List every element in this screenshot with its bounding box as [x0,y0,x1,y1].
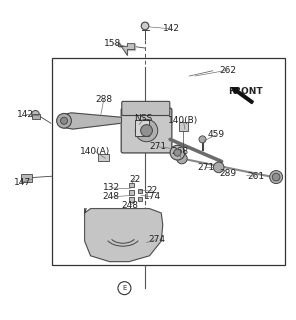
Circle shape [213,162,224,173]
Text: 271: 271 [150,142,167,151]
Bar [52,58,285,265]
Circle shape [272,173,280,181]
Text: 22: 22 [129,175,140,184]
Bar [138,196,142,201]
Circle shape [141,22,149,30]
Text: 140(B): 140(B) [168,116,199,125]
FancyArrow shape [232,88,253,104]
Bar [98,154,109,162]
Text: 459: 459 [207,131,224,140]
Polygon shape [118,42,135,55]
Text: 174: 174 [144,192,161,201]
Text: 22: 22 [147,187,158,196]
Text: 142: 142 [17,110,34,119]
Circle shape [170,145,185,160]
Bar [135,120,149,136]
Text: 288: 288 [95,95,112,104]
Circle shape [174,149,181,156]
FancyBboxPatch shape [122,101,170,116]
Text: E: E [122,285,127,291]
Text: 142: 142 [163,24,180,33]
Circle shape [57,114,71,128]
Bar [179,122,188,131]
Text: 158: 158 [104,39,121,48]
Circle shape [141,125,152,136]
Bar [129,197,134,202]
Text: 248: 248 [122,201,139,210]
Text: 262: 262 [219,66,236,75]
Text: 132: 132 [103,183,120,193]
Text: 271: 271 [197,163,214,172]
Circle shape [270,171,283,184]
Text: 268: 268 [172,147,189,156]
Bar [129,183,134,188]
Bar [32,114,40,119]
Circle shape [199,136,206,143]
Text: 274: 274 [148,235,165,244]
Polygon shape [85,209,163,262]
Polygon shape [64,113,121,129]
Text: FRONT: FRONT [228,87,263,96]
Text: 140(A): 140(A) [80,147,110,156]
Text: 289: 289 [219,169,236,178]
Bar [129,190,134,195]
Text: 261: 261 [247,172,264,181]
Bar [21,174,32,182]
Circle shape [32,110,39,118]
Circle shape [177,153,187,164]
Text: 147: 147 [14,178,31,187]
FancyBboxPatch shape [121,108,172,153]
Bar [138,189,142,193]
Circle shape [135,119,158,142]
Text: NSS: NSS [134,114,153,123]
Circle shape [60,117,67,124]
Text: 248: 248 [103,192,120,201]
